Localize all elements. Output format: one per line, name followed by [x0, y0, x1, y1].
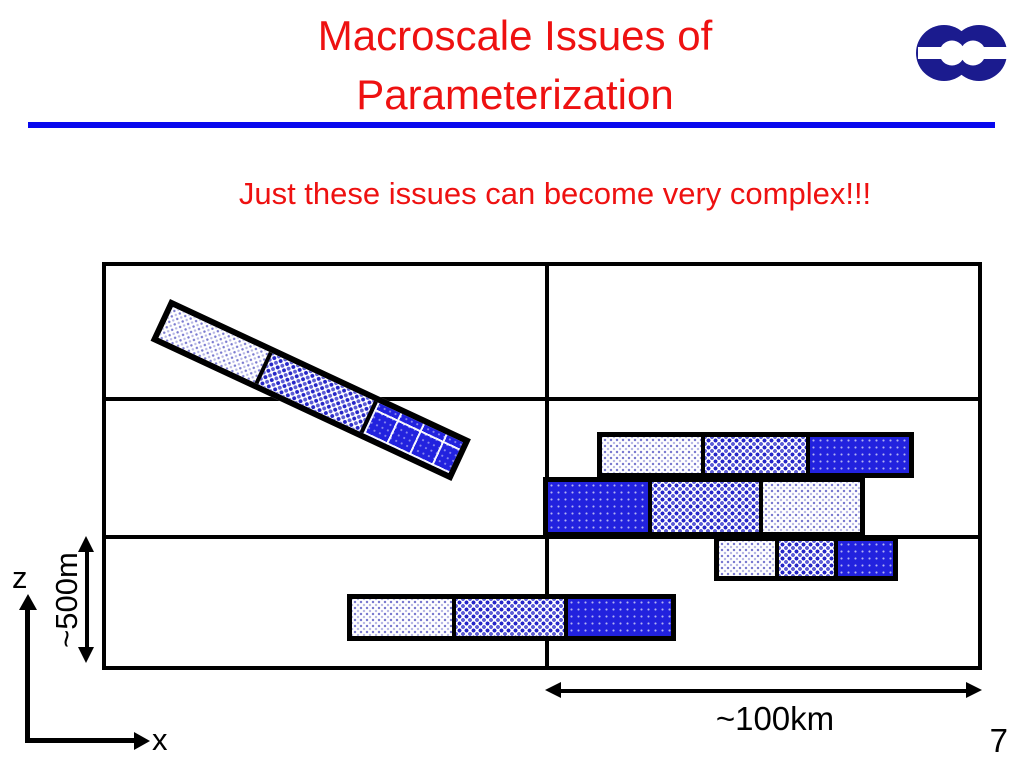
cloud-segment-medium: [775, 541, 835, 576]
slide-title-line2: Parameterization: [356, 71, 674, 118]
height-extent-arrow: [78, 536, 95, 663]
cloud-segment-light: [352, 599, 452, 636]
cloud-segment-light: [602, 437, 701, 473]
cloud-bar-upper-right: [597, 432, 914, 478]
arrow-up-icon: [78, 536, 94, 552]
arrow-line: [85, 548, 89, 651]
height-scale-label: ~500m: [49, 552, 84, 648]
grid-horizontal-line-1: [102, 397, 982, 401]
x-axis-arrowhead-icon: [134, 731, 150, 750]
width-scale-label: ~100km: [715, 700, 835, 737]
cloud-segment-solid: [564, 599, 671, 636]
grid-vertical-line: [545, 262, 549, 670]
subtitle: Just these issues can become very comple…: [238, 176, 872, 211]
cloud-segment-medium: [451, 599, 565, 636]
arrow-line: [557, 689, 970, 693]
cloud-bar-lower-right: [714, 536, 898, 581]
ecmwf-logo-icon: [916, 25, 1008, 81]
cloud-segment-solid: [834, 541, 893, 576]
cloud-segment-light: [758, 482, 860, 532]
cloud-segment-medium: [648, 482, 759, 532]
cloud-segment-solid: [548, 482, 649, 532]
z-axis-label: z: [12, 560, 28, 595]
arrow-down-icon: [78, 647, 94, 663]
page-number: 7: [989, 722, 1008, 759]
arrow-right-icon: [966, 682, 982, 698]
slide-title-line1: Macroscale Issues of: [317, 12, 713, 59]
title-divider: [28, 122, 995, 128]
width-extent-arrow: [545, 682, 982, 699]
cloud-bar-bottom-left: [347, 594, 676, 641]
cloud-bar-middle-right: [543, 477, 865, 537]
arrow-left-icon: [545, 682, 561, 698]
cloud-segment-medium: [700, 437, 807, 473]
z-axis-arrowhead-icon: [18, 594, 37, 610]
slide-title: Macroscale Issues of Parameterization: [0, 6, 1024, 124]
cloud-segment-light: [719, 541, 776, 576]
cloud-segment-solid: [806, 437, 909, 473]
x-axis-line: [25, 738, 135, 743]
z-axis-line: [25, 608, 30, 743]
x-axis-label: x: [152, 722, 168, 757]
grid-horizontal-line-2: [102, 535, 982, 539]
